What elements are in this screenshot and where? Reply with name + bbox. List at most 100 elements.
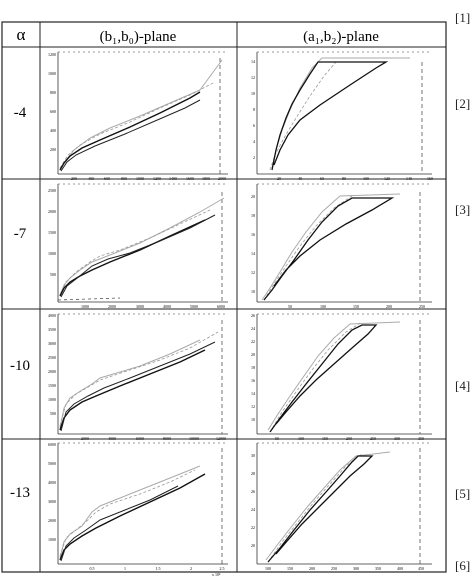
curve-dark	[269, 324, 378, 433]
ytick: 800	[50, 90, 56, 95]
xtick: 50	[288, 304, 292, 309]
ytick: 200	[50, 147, 56, 152]
ref-marker-1: [1]	[455, 10, 471, 25]
ytick: 4	[253, 139, 255, 144]
xtick: 300	[394, 436, 400, 441]
curve-light	[59, 465, 201, 559]
xtick: 4000	[163, 304, 171, 309]
plot-row3-right: 26 24 22 20 18 16 14 12 10 50 100 150 20…	[251, 313, 432, 441]
reference-markers: [1] [2] [3] [4] [5] [6]	[452, 0, 474, 577]
ref-marker-5: [5]	[455, 486, 471, 501]
ytick: 2500	[48, 355, 56, 360]
ytick: 20	[251, 543, 255, 548]
xtick: 50	[275, 436, 279, 441]
xtick: 150	[353, 304, 359, 309]
ytick: 14	[251, 391, 255, 396]
curve-dark	[271, 61, 389, 171]
xtick: 1000	[136, 176, 144, 181]
xtick: 2000	[108, 304, 116, 309]
plot-row3-left: 4000 3500 3000 2500 2000 1500 1000 500 2…	[48, 313, 228, 441]
ytick: 20	[251, 352, 255, 357]
left-plane-header: (b₁,b₀)-plane	[100, 29, 177, 45]
ytick: 4000	[48, 313, 56, 318]
xtick: 300	[353, 566, 359, 571]
xtick: 350	[418, 436, 424, 441]
curve-light	[265, 451, 391, 561]
xtick: 600	[104, 176, 110, 181]
curve-dark	[267, 455, 374, 563]
ytick: 8	[253, 107, 255, 112]
ref-marker-6: [6]	[455, 558, 471, 573]
ytick: 5000	[48, 461, 56, 466]
xtick: 1800	[202, 176, 210, 181]
xtick: 160	[427, 176, 433, 181]
plot-row1-left: 1200 1000 800 600 400 200 200 400 600 80…	[48, 51, 228, 181]
xtick: 1000	[81, 304, 89, 309]
xtick: 12000	[216, 436, 226, 441]
ytick: 1000	[48, 71, 56, 76]
xtick: 2000	[81, 436, 89, 441]
xtick: 120	[384, 176, 390, 181]
xtick: 1400	[169, 176, 177, 181]
ytick: 10	[251, 91, 255, 96]
xtick: 800	[121, 176, 127, 181]
curves	[261, 193, 401, 301]
xtick: 200	[346, 436, 352, 441]
curve-light	[269, 321, 363, 433]
curve-light	[59, 59, 223, 171]
curve-dark	[59, 91, 201, 171]
ytick: 500	[50, 411, 56, 416]
ytick: 16	[251, 378, 255, 383]
axes	[256, 183, 432, 303]
xtick: 250	[331, 566, 337, 571]
xtick: 200	[71, 176, 77, 181]
curve-light	[59, 339, 201, 429]
curves	[269, 57, 410, 171]
curves	[59, 465, 206, 562]
ytick: 18	[251, 213, 255, 218]
ref-marker-2: [2]	[455, 96, 471, 111]
xtick: 0.5	[90, 566, 95, 571]
ytick: 22	[251, 339, 255, 344]
ref-marker-3: [3]	[455, 202, 471, 217]
curve-dark	[263, 197, 395, 301]
ytick: 2000	[48, 518, 56, 523]
curve-dark	[60, 341, 216, 432]
curves	[59, 59, 223, 172]
ytick: 1000	[48, 397, 56, 402]
ytick: 30	[251, 453, 255, 458]
baseline-dashed	[57, 297, 121, 301]
ytick: 12	[251, 75, 255, 80]
xtick: 1200	[153, 176, 161, 181]
curve-dark	[59, 349, 206, 431]
figure-table: α (b₁,b₀)-plane (a₁,b₂)-plane -4 -7 -10 …	[1, 21, 447, 577]
ytick: 14	[251, 59, 255, 64]
xtick: 2000	[218, 176, 226, 181]
curves	[57, 197, 225, 301]
xtick: 150	[287, 566, 293, 571]
curves	[59, 331, 219, 432]
curve-light	[59, 331, 219, 427]
axes	[256, 51, 432, 175]
curves	[265, 451, 391, 563]
ytick: 2500	[48, 188, 56, 193]
curve-dark	[59, 473, 206, 561]
xtick: 450	[418, 566, 424, 571]
plot-row1-right: 14 12 10 8 6 4 2 20 40 60 80 100 120 140…	[251, 51, 433, 181]
axes	[256, 313, 432, 435]
alpha-row-3: -10	[10, 358, 30, 374]
ytick: 14	[251, 251, 255, 256]
ytick: 10	[251, 417, 255, 422]
ytick: 26	[251, 313, 255, 318]
xtick: 350	[375, 566, 381, 571]
xtick: 6000	[136, 436, 144, 441]
curves	[267, 321, 401, 433]
ytick: 1200	[48, 52, 56, 57]
xtick: 5000	[190, 304, 198, 309]
curve-light	[267, 321, 401, 431]
xtick: 40	[298, 176, 302, 181]
axes	[57, 183, 228, 303]
ytick: 24	[251, 507, 255, 512]
plot-row2-left: 2500 2000 1500 1000 500 1000 2000 3000 4…	[48, 183, 228, 309]
xtick: 2	[190, 566, 192, 571]
